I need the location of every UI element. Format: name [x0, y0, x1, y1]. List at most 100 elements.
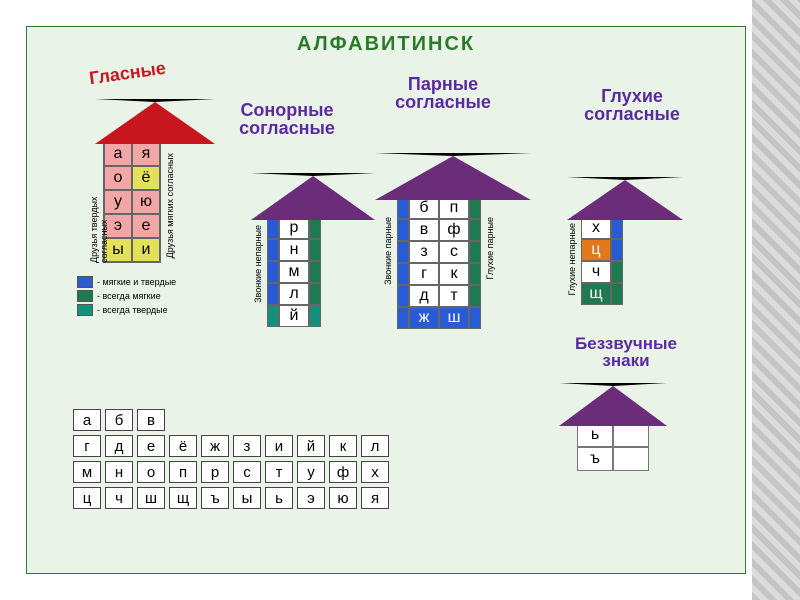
- alpha-cell: р: [201, 461, 229, 483]
- deaf-cell: х: [581, 217, 611, 239]
- vowel-cell: е: [132, 214, 160, 238]
- sonor-cell: н: [279, 239, 309, 261]
- label-deaf: Глухие согласные: [567, 87, 697, 123]
- paired-cell: п: [439, 197, 469, 219]
- alpha-cell: й: [297, 435, 325, 457]
- decor-stripe: [752, 0, 800, 600]
- deaf-cell: ц: [581, 239, 611, 261]
- alpha-cell: х: [361, 461, 389, 483]
- label-silent: Беззвучные знаки: [551, 335, 701, 369]
- silent-cell: [613, 423, 649, 447]
- vowel-cell: ю: [132, 190, 160, 214]
- silent-cell: [613, 447, 649, 471]
- edge-cell: [309, 217, 321, 239]
- grid-paired: бпвфзсгкдтжш: [397, 197, 481, 329]
- roof-paired: [375, 153, 531, 200]
- legend: - мягкие и твердые - всегда мягкие - всегд…: [77, 275, 176, 317]
- paired-cell: в: [409, 219, 439, 241]
- edge-cell: [309, 283, 321, 305]
- alpha-cell: к: [329, 435, 357, 457]
- paired-cell: т: [439, 285, 469, 307]
- alpha-cell: м: [73, 461, 101, 483]
- paired-cell: к: [439, 263, 469, 285]
- legend-row: - всегда мягкие: [77, 289, 176, 303]
- edge-cell: [611, 261, 623, 283]
- paired-cell: ж: [409, 307, 439, 329]
- house-vowels: Друзья твердых согласных Друзья мягких с…: [103, 141, 161, 263]
- legend-swatch: [77, 290, 93, 302]
- edge-cell: [267, 217, 279, 239]
- edge-cell: [309, 261, 321, 283]
- paired-cell: д: [409, 285, 439, 307]
- sonor-cell: й: [279, 305, 309, 327]
- deaf-side: Глухие непарные: [567, 223, 577, 295]
- alpha-cell: п: [169, 461, 197, 483]
- alpha-cell: л: [361, 435, 389, 457]
- sonor-cell: л: [279, 283, 309, 305]
- alpha-grid: гдеёжзийклмнопрстуфхцчшщъыьэюя: [73, 435, 389, 509]
- alpha-row-top: абв: [73, 409, 165, 431]
- edge-cell: [469, 307, 481, 329]
- vowel-cell: я: [132, 142, 160, 166]
- paired-cell: г: [409, 263, 439, 285]
- sonor-cell: р: [279, 217, 309, 239]
- legend-swatch: [77, 304, 93, 316]
- alpha-cell: ё: [169, 435, 197, 457]
- edge-cell: [397, 241, 409, 263]
- grid-sonor: рнмлй: [267, 217, 321, 327]
- sonor-side: Звонкие непарные: [253, 225, 263, 303]
- legend-row: - всегда твердые: [77, 303, 176, 317]
- alpha-cell: а: [73, 409, 101, 431]
- vowel-cell: и: [132, 238, 160, 262]
- sonor-cell: м: [279, 261, 309, 283]
- alpha-cell: о: [137, 461, 165, 483]
- edge-cell: [469, 197, 481, 219]
- edge-cell: [309, 239, 321, 261]
- alpha-cell: ш: [137, 487, 165, 509]
- edge-cell: [267, 261, 279, 283]
- alpha-cell: ъ: [201, 487, 229, 509]
- grid-silent: ьъ: [577, 423, 649, 471]
- edge-cell: [469, 219, 481, 241]
- alpha-cell: т: [265, 461, 293, 483]
- paired-cell: з: [409, 241, 439, 263]
- edge-cell: [469, 263, 481, 285]
- alpha-cell: ч: [105, 487, 133, 509]
- edge-cell: [397, 219, 409, 241]
- alpha-cell: ю: [329, 487, 357, 509]
- alpha-cell: ф: [329, 461, 357, 483]
- alpha-cell: и: [265, 435, 293, 457]
- edge-cell: [397, 263, 409, 285]
- grid-vowels: аяоёуюэеыи: [103, 141, 161, 263]
- silent-cell: ъ: [577, 447, 613, 471]
- edge-cell: [267, 305, 279, 327]
- house-paired: Звонкие парные Глухие парные бпвфзсгкдтж…: [397, 197, 481, 329]
- deaf-cell: ч: [581, 261, 611, 283]
- paired-side-right: Глухие парные: [485, 217, 495, 279]
- alpha-cell: г: [73, 435, 101, 457]
- roof-deaf: [567, 177, 683, 220]
- grid-deaf: хцчщ: [581, 217, 623, 305]
- alpha-cell: я: [361, 487, 389, 509]
- legend-swatch: [77, 276, 93, 288]
- legend-text: - всегда мягкие: [97, 291, 161, 301]
- edge-cell: [267, 239, 279, 261]
- vowels-side-right: Друзья мягких согласных: [165, 153, 175, 258]
- house-deaf: Глухие непарные хцчщ: [581, 217, 623, 305]
- alpha-cell: з: [233, 435, 261, 457]
- edge-cell: [469, 241, 481, 263]
- alpha-cell: ь: [265, 487, 293, 509]
- label-vowels: Гласные: [88, 58, 167, 90]
- edge-cell: [611, 283, 623, 305]
- paired-cell: ф: [439, 219, 469, 241]
- alpha-cell: э: [297, 487, 325, 509]
- alpha-cell: е: [137, 435, 165, 457]
- legend-row: - мягкие и твердые: [77, 275, 176, 289]
- label-paired: Парные согласные: [383, 75, 503, 111]
- house-sonor: Звонкие непарные рнмлй: [267, 217, 321, 327]
- deaf-cell: щ: [581, 283, 611, 305]
- alpha-cell: с: [233, 461, 261, 483]
- alpha-cell: в: [137, 409, 165, 431]
- alpha-cell: у: [297, 461, 325, 483]
- alpha-cell: н: [105, 461, 133, 483]
